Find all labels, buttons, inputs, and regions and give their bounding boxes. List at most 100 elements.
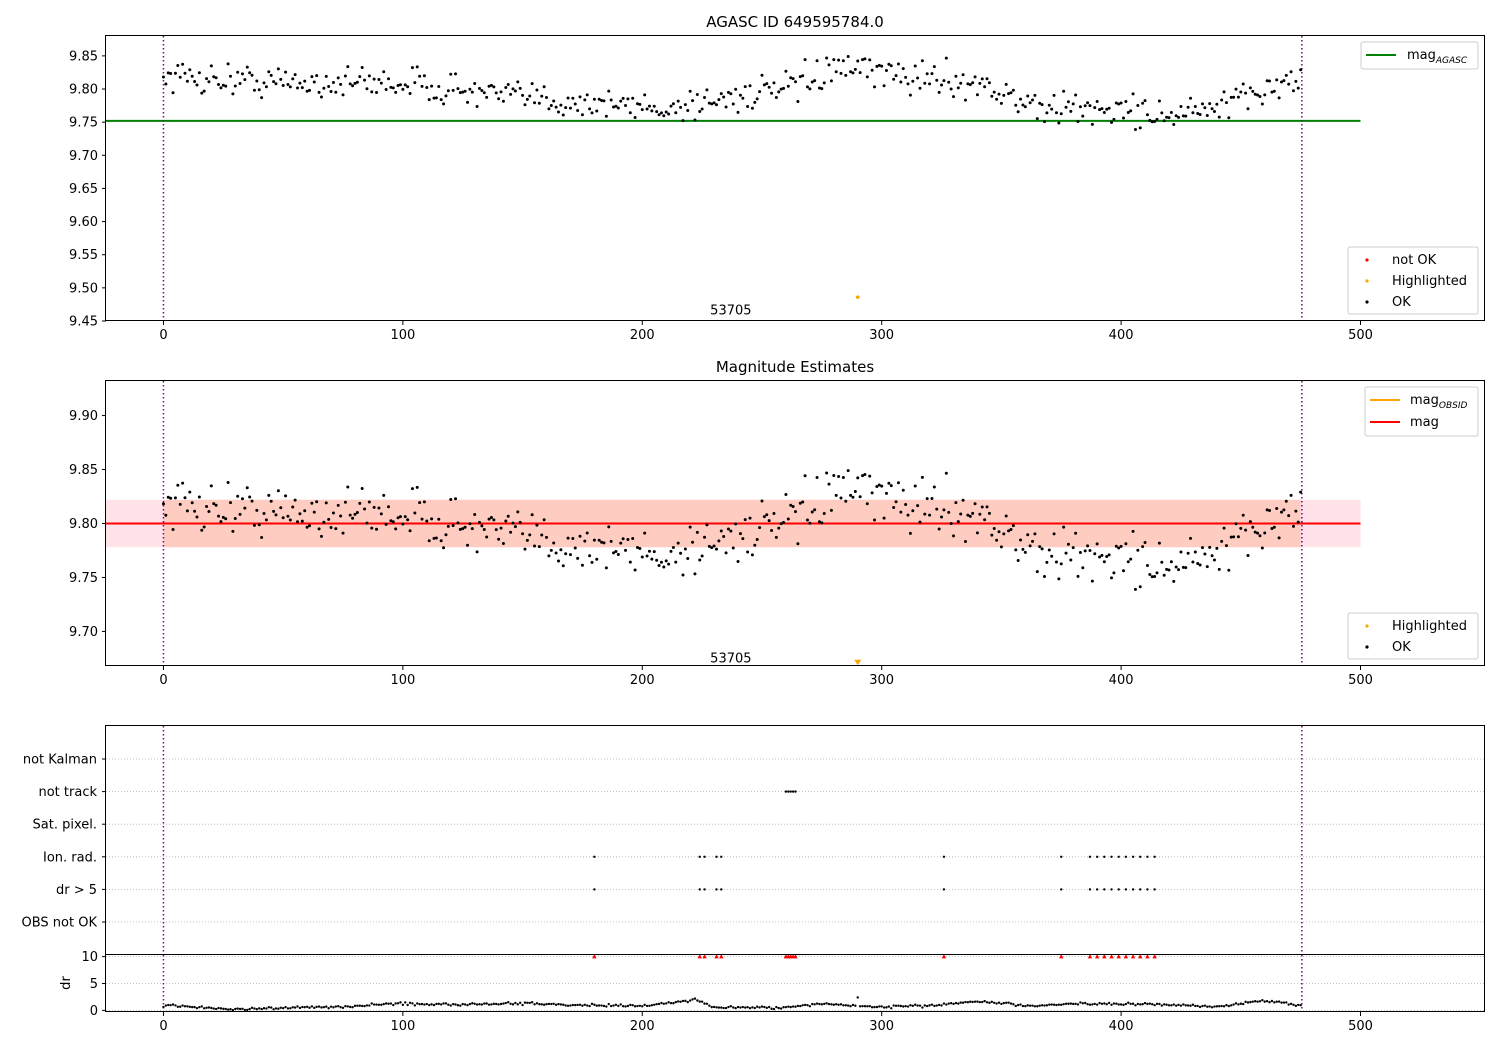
dr-point: [538, 1003, 541, 1006]
dr-point: [523, 1001, 527, 1004]
ok-point: [1232, 95, 1236, 99]
ok-point: [698, 558, 702, 562]
ok-point: [262, 511, 266, 515]
dr-point: [200, 1005, 203, 1008]
ok-point: [262, 81, 266, 85]
flag-category-label: not Kalman: [23, 753, 97, 768]
dr-point: [1268, 1001, 1271, 1004]
dr-point: [1064, 1002, 1068, 1005]
dr-point: [1141, 1003, 1144, 1006]
ok-point: [726, 90, 730, 94]
flag-point: [1110, 855, 1113, 858]
dr-point: [1060, 1003, 1063, 1007]
ok-point: [319, 534, 323, 538]
dr-point: [940, 1004, 943, 1007]
ok-point: [530, 82, 534, 86]
dr-point: [310, 1005, 314, 1008]
ok-point: [829, 79, 833, 83]
ok-point: [341, 93, 345, 97]
ok-point: [573, 546, 577, 550]
dr-point: [432, 1003, 436, 1007]
ok-point: [1064, 105, 1068, 109]
ok-point: [358, 501, 362, 505]
ok-point: [748, 84, 752, 88]
dr-point: [1127, 1001, 1130, 1004]
ok-point: [463, 525, 467, 529]
legend-label: Highlighted: [1392, 619, 1467, 634]
dr-point: [353, 1004, 357, 1008]
ok-point: [360, 487, 364, 491]
dr-point: [370, 1002, 373, 1005]
ok-point: [571, 96, 575, 100]
y-tick-label: 9.55: [69, 248, 98, 263]
ok-point: [887, 481, 891, 485]
dr-point: [265, 1007, 268, 1010]
ok-point: [1047, 548, 1051, 552]
flag-point: [1060, 855, 1063, 858]
dr-point: [545, 1003, 548, 1006]
ok-point: [327, 84, 331, 88]
dr-point: [305, 1005, 309, 1008]
dr-point: [712, 1005, 716, 1009]
dr-point: [224, 1007, 227, 1011]
ok-point: [717, 539, 721, 543]
flag-point: [1131, 855, 1135, 858]
ok-point: [506, 83, 510, 87]
dr-point: [1095, 1003, 1099, 1006]
ok-point: [331, 511, 335, 515]
dr-point: [1040, 1004, 1044, 1007]
ok-point: [212, 502, 216, 506]
ok-point: [628, 111, 632, 115]
ok-point: [217, 514, 221, 518]
dr-point: [799, 1004, 802, 1008]
ok-point: [669, 104, 673, 108]
dr-point: [547, 1002, 551, 1006]
ok-point: [305, 525, 309, 529]
ok-point: [875, 485, 879, 489]
ok-point: [286, 83, 290, 87]
ok-point: [1004, 514, 1008, 518]
ok-point: [1143, 99, 1147, 103]
ok-point: [576, 556, 580, 560]
dr-point: [710, 1005, 713, 1009]
ok-point: [583, 98, 587, 102]
ok-point: [746, 550, 750, 554]
ok-point: [966, 82, 970, 86]
flag-point: [1088, 888, 1092, 891]
dr-point: [811, 1002, 814, 1006]
ok-point: [1289, 493, 1293, 497]
ok-point: [549, 548, 553, 552]
dr-point: [442, 1002, 445, 1005]
ok-point: [959, 512, 963, 516]
dr-point: [298, 1006, 302, 1010]
ok-point: [1148, 572, 1152, 576]
ok-point: [772, 511, 776, 515]
ok-point: [458, 527, 462, 531]
dr-point: [389, 1002, 393, 1005]
ok-point: [315, 500, 319, 504]
ok-point: [1251, 525, 1255, 529]
flag-point: [1088, 855, 1092, 858]
ok-point: [205, 505, 209, 509]
ok-point: [817, 520, 821, 524]
ok-point: [877, 483, 881, 487]
ok-point: [554, 551, 558, 555]
dr-point: [1282, 1001, 1286, 1004]
dr-point: [1115, 1002, 1118, 1005]
ok-point: [858, 71, 862, 75]
dr-point: [600, 1004, 603, 1007]
ok-point: [363, 507, 367, 511]
ok-point: [1090, 579, 1094, 583]
ok-point: [588, 107, 592, 111]
dr-point: [890, 1007, 893, 1010]
ok-point: [164, 82, 168, 86]
ok-point: [430, 84, 434, 88]
ok-point: [930, 72, 934, 76]
ok-point: [1066, 100, 1070, 104]
ok-point: [1270, 90, 1274, 94]
ok-point: [815, 476, 819, 480]
dr-point: [861, 1004, 864, 1008]
ok-point: [456, 87, 460, 91]
ok-point: [803, 58, 807, 62]
ok-point: [173, 71, 177, 75]
